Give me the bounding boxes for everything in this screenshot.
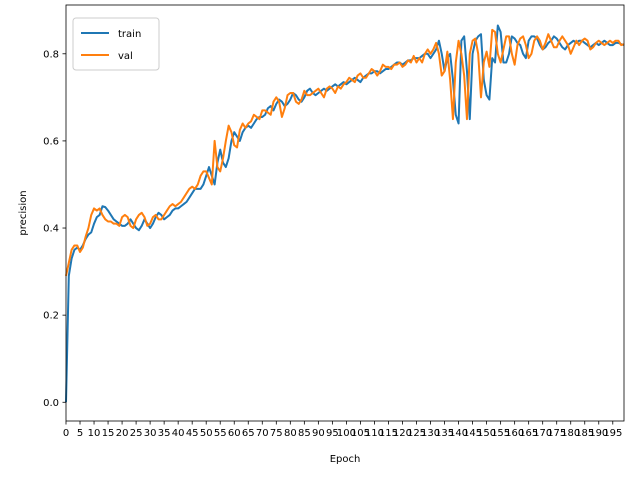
y-axis-label: precision xyxy=(18,190,29,235)
y-tick-label: 0.0 xyxy=(43,398,59,409)
x-tick-label: 175 xyxy=(547,428,566,439)
legend: train val xyxy=(72,17,160,71)
x-tick-label: 75 xyxy=(270,428,283,439)
x-axis-label: Epoch xyxy=(330,454,361,465)
legend-label-val: val xyxy=(118,51,133,62)
x-tick-label: 80 xyxy=(284,428,297,439)
x-tick-label: 55 xyxy=(214,428,227,439)
legend-label-train: train xyxy=(118,29,141,40)
x-tick-label: 35 xyxy=(158,428,171,439)
plot-area xyxy=(65,4,625,422)
x-tick-label: 5 xyxy=(77,428,83,439)
x-axis-ticks: 0 5 10 15 20 25 30 35 40 45 50 55 60 65 70 75 80 85 90 9510… xyxy=(63,421,622,439)
x-tick-label: 145 xyxy=(463,428,482,439)
x-tick-label: 30 xyxy=(144,428,157,439)
x-tick-label: 165 xyxy=(519,428,538,439)
x-tick-label: 155 xyxy=(491,428,510,439)
x-tick-label: 170 xyxy=(533,428,552,439)
x-tick-label: 45 xyxy=(186,428,199,439)
x-tick-label: 95 xyxy=(326,428,339,439)
x-tick-label: 25 xyxy=(130,428,143,439)
x-tick-label: 115 xyxy=(379,428,398,439)
legend-box xyxy=(72,17,160,71)
x-tick-label: 0 xyxy=(63,428,69,439)
x-tick-label: 140 xyxy=(449,428,468,439)
x-tick-label: 110 xyxy=(365,428,384,439)
x-tick-label: 10 xyxy=(88,428,101,439)
x-tick-label: 100 xyxy=(337,428,356,439)
x-tick-label: 50 xyxy=(200,428,213,439)
x-tick-label: 20 xyxy=(116,428,129,439)
x-tick-label: 60 xyxy=(228,428,241,439)
x-tick-label: 180 xyxy=(561,428,580,439)
x-tick-label: 190 xyxy=(589,428,608,439)
x-tick-label: 85 xyxy=(298,428,311,439)
x-tick-label: 15 xyxy=(102,428,115,439)
x-tick-label: 105 xyxy=(351,428,370,439)
x-tick-label: 160 xyxy=(505,428,524,439)
x-tick-label: 130 xyxy=(421,428,440,439)
x-tick-label: 185 xyxy=(575,428,594,439)
y-tick-label: 0.6 xyxy=(43,136,59,147)
x-tick-label: 135 xyxy=(435,428,454,439)
y-tick-label: 0.2 xyxy=(43,311,59,322)
x-tick-label: 70 xyxy=(256,428,269,439)
axes-frame xyxy=(65,4,625,422)
x-tick-label: 195 xyxy=(603,428,622,439)
x-tick-label: 125 xyxy=(407,428,426,439)
y-tick-label: 0.8 xyxy=(43,49,59,60)
series-layer xyxy=(65,24,625,403)
x-tick-label: 40 xyxy=(172,428,185,439)
x-tick-label: 150 xyxy=(477,428,496,439)
y-axis-ticks: 0.0 0.2 0.4 0.6 0.8 xyxy=(43,49,66,409)
x-tick-label: 120 xyxy=(393,428,412,439)
x-tick-label: 90 xyxy=(312,428,325,439)
series-line-val xyxy=(65,28,625,277)
y-tick-label: 0.4 xyxy=(43,224,59,235)
x-tick-label: 65 xyxy=(242,428,255,439)
